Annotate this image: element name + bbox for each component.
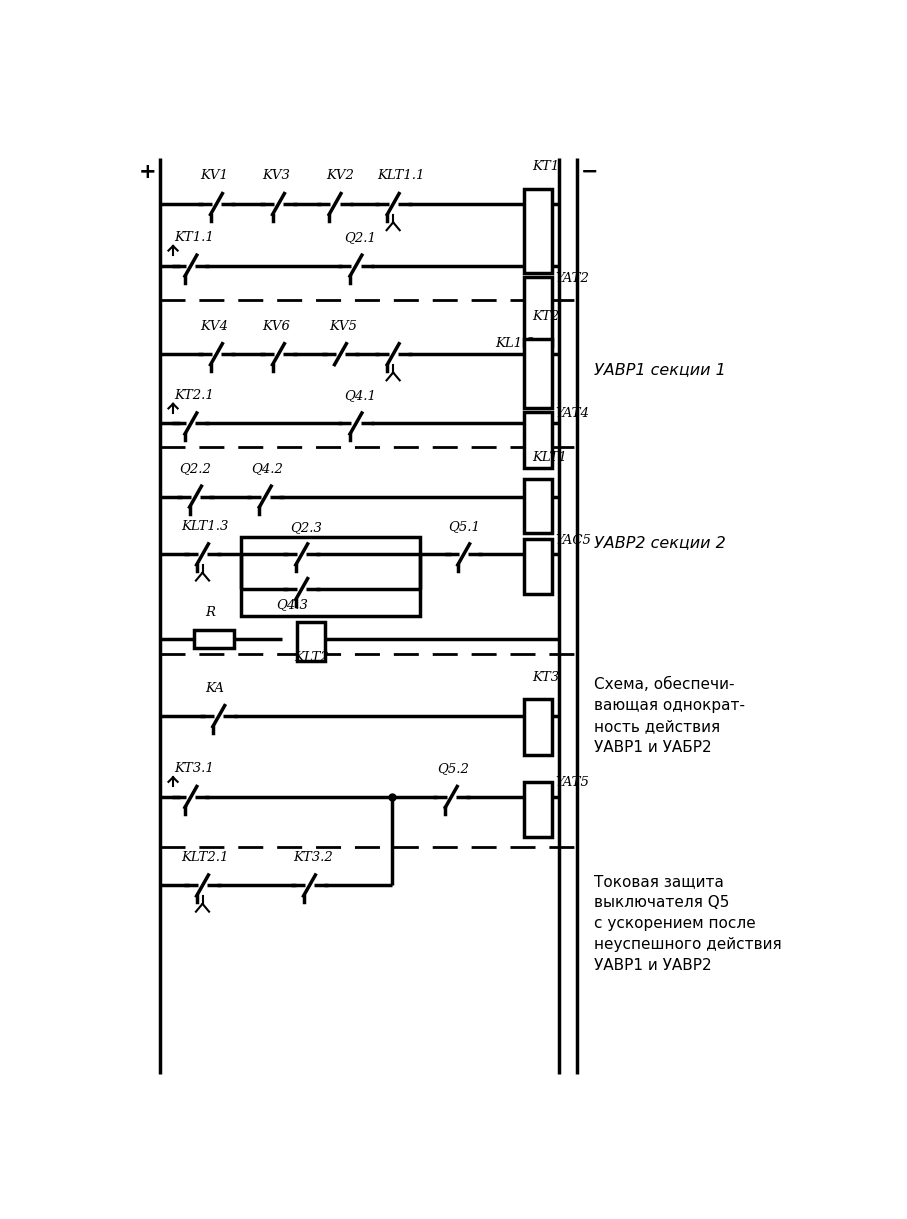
- Text: KA: KA: [205, 681, 224, 695]
- Text: R: R: [205, 606, 215, 619]
- Text: Q4.2: Q4.2: [251, 462, 283, 475]
- Text: +: +: [139, 162, 156, 182]
- Text: KT3: KT3: [532, 670, 559, 684]
- Text: Q5.1: Q5.1: [448, 519, 480, 533]
- Bar: [297, 622, 325, 661]
- Text: Q2.2: Q2.2: [180, 462, 211, 475]
- Text: Q4.1: Q4.1: [345, 389, 376, 402]
- Text: KV5: KV5: [329, 319, 356, 333]
- Text: KV6: KV6: [262, 319, 290, 333]
- Text: УАВР2 секции 2: УАВР2 секции 2: [594, 535, 726, 550]
- Text: KLT2: KLT2: [294, 651, 328, 664]
- Text: KT1: KT1: [532, 160, 559, 173]
- Bar: [524, 539, 552, 595]
- Bar: [524, 339, 552, 408]
- Text: KT2.1: KT2.1: [174, 389, 213, 402]
- Text: УАВР1 секции 1: УАВР1 секции 1: [594, 362, 726, 377]
- Text: KT1.1: KT1.1: [174, 232, 213, 244]
- Text: KV2: KV2: [327, 169, 355, 183]
- Text: KLT1.1: KLT1.1: [377, 169, 424, 183]
- Text: KV3: KV3: [262, 169, 290, 183]
- Text: KV4: KV4: [200, 319, 228, 333]
- Text: Q4.3: Q4.3: [276, 599, 308, 611]
- Text: −: −: [580, 162, 599, 182]
- Text: KL1.2: KL1.2: [495, 338, 535, 350]
- Text: YAT2: YAT2: [555, 272, 589, 285]
- Text: Q2.3: Q2.3: [290, 522, 322, 534]
- Bar: [241, 536, 420, 616]
- Text: Q5.2: Q5.2: [437, 762, 469, 775]
- Text: KLT2.1: KLT2.1: [181, 851, 229, 864]
- Bar: [194, 630, 234, 649]
- Text: KLT1: KLT1: [532, 451, 567, 463]
- Bar: [524, 412, 552, 468]
- Text: KT3.1: KT3.1: [174, 762, 213, 775]
- Text: Q2.1: Q2.1: [345, 232, 376, 244]
- Text: YAT4: YAT4: [555, 407, 589, 419]
- Text: YAT5: YAT5: [555, 777, 589, 789]
- Text: KT2: KT2: [532, 311, 559, 323]
- Text: KLT1.3: KLT1.3: [181, 519, 229, 533]
- Bar: [524, 781, 552, 837]
- Text: Токовая защита
выключателя Q5
с ускорением после
неуспешного действия
УАВР1 и УА: Токовая защита выключателя Q5 с ускорени…: [594, 874, 782, 974]
- Text: KT3.2: KT3.2: [293, 851, 333, 864]
- Bar: [524, 700, 552, 755]
- Bar: [524, 277, 552, 346]
- Text: KV1: KV1: [200, 169, 228, 183]
- Bar: [524, 479, 552, 533]
- Text: Схема, обеспечи-
вающая однократ-
ность действия
УАВР1 и УАБР2: Схема, обеспечи- вающая однократ- ность …: [594, 677, 745, 755]
- Bar: [524, 189, 552, 273]
- Text: YAC5: YAC5: [555, 534, 591, 546]
